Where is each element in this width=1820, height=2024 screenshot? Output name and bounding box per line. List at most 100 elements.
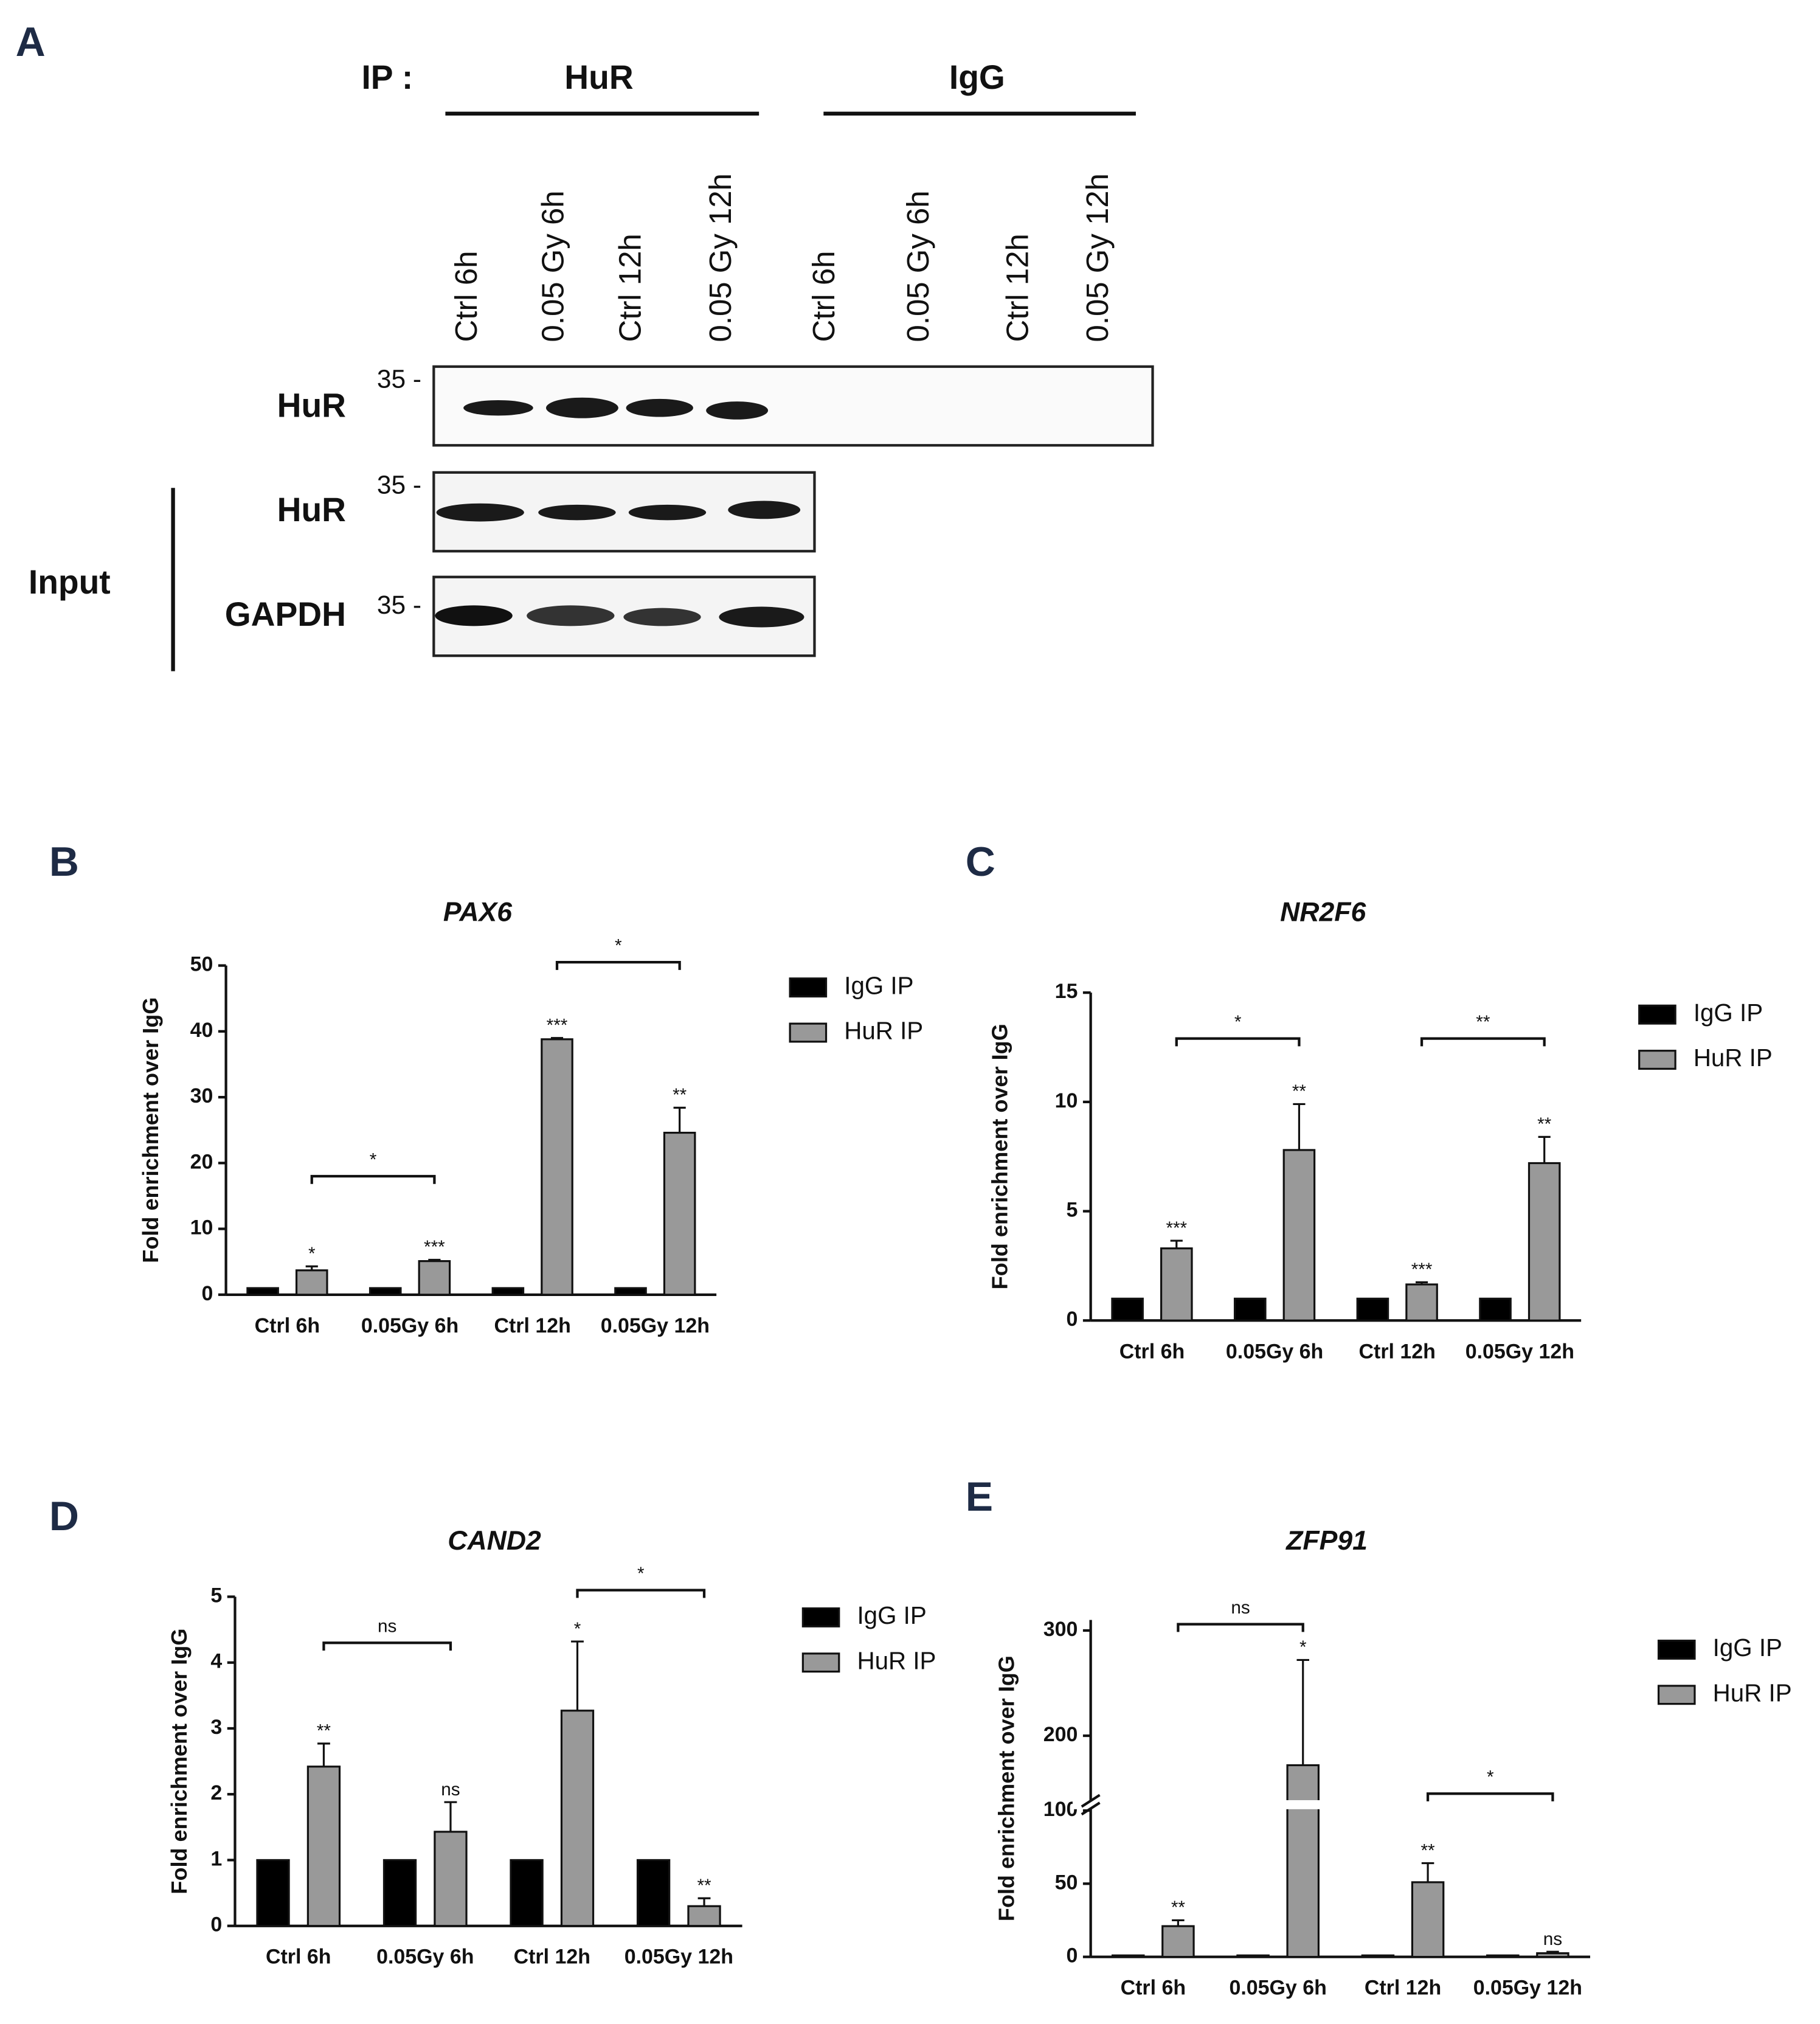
panel-label: B bbox=[49, 839, 79, 885]
error-bar bbox=[1172, 1919, 1185, 1927]
legend-swatch bbox=[789, 977, 828, 998]
error-bar bbox=[1293, 1103, 1306, 1150]
bar bbox=[1536, 1952, 1569, 1958]
significance-label: *** bbox=[424, 1237, 445, 1257]
y-tick-label: 40 bbox=[190, 1019, 213, 1042]
legend-label: HuR IP bbox=[857, 1646, 936, 1674]
bar bbox=[614, 1287, 647, 1296]
significance-label: *** bbox=[547, 1015, 568, 1035]
bracket-label: * bbox=[637, 1564, 645, 1584]
bracket-label: ns bbox=[378, 1617, 396, 1637]
error-bar bbox=[1170, 1239, 1183, 1249]
lane-label: Ctrl 12h bbox=[1000, 234, 1034, 342]
y-tick-label: 100 bbox=[1043, 1798, 1078, 1821]
mw-marker: 35 - bbox=[377, 591, 421, 619]
error-bar bbox=[317, 1742, 330, 1767]
input-label: Input bbox=[29, 563, 111, 601]
x-tick-label: Ctrl 6h bbox=[266, 1946, 331, 1969]
group-label: HuR bbox=[564, 58, 633, 96]
y-tick-label: 200 bbox=[1043, 1723, 1078, 1746]
lane-label: Ctrl 6h bbox=[449, 251, 483, 342]
bar bbox=[1236, 1954, 1270, 1958]
bracket bbox=[322, 1641, 452, 1651]
y-tick-label: 10 bbox=[1055, 1089, 1078, 1112]
bar bbox=[663, 1131, 696, 1296]
legend-swatch bbox=[1657, 1640, 1696, 1660]
legend-swatch bbox=[1638, 1004, 1676, 1025]
bar bbox=[434, 1831, 468, 1927]
bracket-label: * bbox=[370, 1149, 377, 1170]
y-tick-label: 300 bbox=[1043, 1618, 1078, 1641]
x-tick-label: Ctrl 12h bbox=[1359, 1340, 1436, 1363]
significance-label: ** bbox=[1292, 1081, 1307, 1101]
bar bbox=[1111, 1297, 1144, 1322]
y-tick-label: 3 bbox=[210, 1716, 222, 1739]
error-bar bbox=[673, 1106, 686, 1133]
x-tick-label: 0.05Gy 6h bbox=[1226, 1340, 1323, 1363]
x-tick-label: 0.05Gy 6h bbox=[361, 1314, 458, 1337]
panel-label: A bbox=[16, 19, 46, 65]
group-label: IgG bbox=[949, 58, 1005, 96]
bar bbox=[687, 1905, 721, 1927]
bar bbox=[560, 1710, 595, 1927]
bracket-label: * bbox=[1234, 1012, 1242, 1032]
bracket bbox=[1175, 1037, 1301, 1047]
legend-label: HuR IP bbox=[1694, 1044, 1773, 1072]
y-tick-label: 20 bbox=[190, 1150, 213, 1173]
mw-marker: 35 - bbox=[377, 470, 421, 499]
bar bbox=[1486, 1954, 1520, 1958]
panel-label: C bbox=[966, 839, 995, 885]
legend-label: IgG IP bbox=[1694, 999, 1763, 1027]
significance-label: * bbox=[308, 1244, 316, 1264]
y-tick-label: 0 bbox=[202, 1282, 213, 1305]
ip-label: IP : bbox=[361, 58, 413, 96]
error-bar bbox=[428, 1258, 441, 1261]
bar bbox=[510, 1859, 544, 1927]
x-tick-label: 0.05Gy 12h bbox=[601, 1314, 710, 1337]
error-bar bbox=[1421, 1862, 1434, 1882]
bracket bbox=[310, 1174, 436, 1184]
significance-label: ** bbox=[673, 1085, 687, 1105]
chart-title: CAND2 bbox=[448, 1526, 541, 1556]
chart-title: ZFP91 bbox=[1285, 1526, 1368, 1556]
blot-label: HuR bbox=[277, 491, 346, 529]
blot bbox=[432, 365, 1154, 447]
bracket bbox=[1420, 1037, 1546, 1047]
bar bbox=[1286, 1764, 1320, 1958]
significance-label: * bbox=[1299, 1637, 1307, 1657]
x-tick-label: 0.05Gy 12h bbox=[1473, 1977, 1582, 2000]
error-bar bbox=[550, 1037, 564, 1039]
y-tick-label: 0 bbox=[210, 1913, 222, 1936]
lane-label: Ctrl 6h bbox=[806, 251, 841, 342]
bracket-label: ** bbox=[1476, 1012, 1490, 1032]
error-bar bbox=[444, 1801, 457, 1832]
bar bbox=[1282, 1149, 1316, 1322]
legend-swatch bbox=[789, 1022, 828, 1043]
significance-label: ns bbox=[1543, 1929, 1562, 1949]
bracket-label: * bbox=[1487, 1767, 1494, 1787]
mw-marker: 35 - bbox=[377, 364, 421, 393]
error-bar bbox=[305, 1265, 318, 1270]
significance-label: *** bbox=[1166, 1218, 1187, 1238]
axis-break-mark bbox=[1081, 1794, 1101, 1816]
bar bbox=[1479, 1297, 1512, 1322]
bar bbox=[246, 1287, 279, 1296]
y-tick-label: 15 bbox=[1055, 980, 1078, 1003]
legend-swatch bbox=[1638, 1050, 1676, 1070]
bracket bbox=[576, 1589, 706, 1598]
bar bbox=[1361, 1954, 1395, 1958]
x-tick-label: 0.05Gy 12h bbox=[625, 1946, 733, 1969]
significance-label: ** bbox=[1171, 1897, 1186, 1918]
bar bbox=[491, 1287, 525, 1296]
bar bbox=[306, 1766, 341, 1927]
blot-label: HuR bbox=[277, 386, 346, 424]
legend-label: IgG IP bbox=[857, 1601, 926, 1629]
significance-label: * bbox=[574, 1619, 581, 1639]
error-bar bbox=[571, 1640, 584, 1711]
y-axis-label: Fold enrichment over IgG bbox=[138, 997, 163, 1263]
x-tick-label: Ctrl 12h bbox=[514, 1946, 590, 1969]
lane-label: 0.05 Gy 6h bbox=[535, 190, 570, 342]
panel-label: D bbox=[49, 1494, 79, 1539]
lane-label: 0.05 Gy 12h bbox=[1080, 173, 1115, 342]
